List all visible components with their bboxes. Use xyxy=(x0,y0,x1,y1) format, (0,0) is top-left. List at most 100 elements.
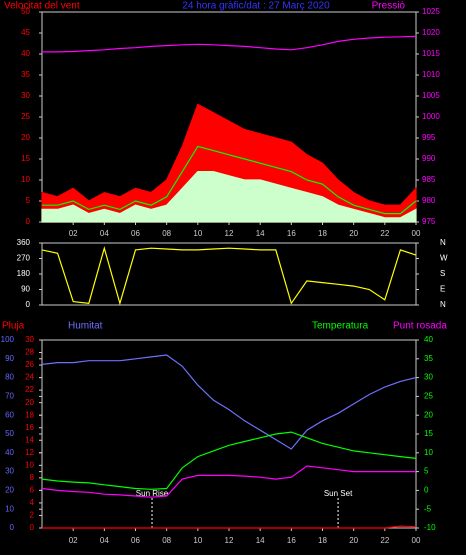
y-tick-label: 40 xyxy=(5,448,14,457)
series-line xyxy=(42,525,417,529)
y3-tick-label: 26 xyxy=(25,360,34,369)
series-line xyxy=(42,145,417,215)
x-tick-label: 16 xyxy=(287,536,296,545)
x-tick-label: 06 xyxy=(131,536,140,545)
y-tick-label: 90 xyxy=(21,285,30,294)
y-tick-label: 50 xyxy=(5,429,14,438)
y-tick-label: 70 xyxy=(5,392,14,401)
y2-tick-label: 980 xyxy=(422,196,436,205)
y3-tick-label: 6 xyxy=(30,486,35,495)
y-tick-label: 45 xyxy=(21,28,30,37)
y3-tick-label: 24 xyxy=(25,373,34,382)
y-tick-label: 0 xyxy=(26,300,31,309)
series-line xyxy=(42,35,417,53)
y-tick-label: 30 xyxy=(21,91,30,100)
x-tick-label: 08 xyxy=(162,536,171,545)
y-tick-label: 270 xyxy=(17,254,31,263)
series-name: Pluja xyxy=(2,321,25,332)
pressure-label: Pressió xyxy=(372,1,406,12)
y2-tick-label: 990 xyxy=(422,154,436,163)
x-tick-label: 02 xyxy=(69,536,78,545)
y3-tick-label: 12 xyxy=(25,448,34,457)
wind-label: Velocitat del vent xyxy=(4,1,80,12)
y2-tick-label: -10 xyxy=(424,523,436,532)
y3-tick-label: 16 xyxy=(25,423,34,432)
series-line xyxy=(41,245,417,306)
x-tick-label: 04 xyxy=(100,229,109,238)
series-name: Temperatura xyxy=(312,321,369,332)
y3-tick-label: 8 xyxy=(30,473,35,482)
series-name: Humitat xyxy=(68,321,103,332)
y2-tick-label: 10 xyxy=(424,448,433,457)
x-tick-label: 10 xyxy=(193,229,202,238)
y2-tick-label: 1000 xyxy=(422,112,440,121)
y-tick-label: 10 xyxy=(21,175,30,184)
y2-tick-label: 1020 xyxy=(422,28,440,37)
x-tick-label: 12 xyxy=(225,229,234,238)
x-tick-label: 00 xyxy=(412,536,421,545)
y2-tick-label: 995 xyxy=(422,133,436,142)
series-name: Punt rosada xyxy=(393,321,447,332)
y3-tick-label: 22 xyxy=(25,385,34,394)
y2-tick-label: E xyxy=(440,285,445,294)
series-area xyxy=(41,103,417,223)
y-tick-label: 40 xyxy=(21,49,30,58)
annotation: Sun Set xyxy=(324,489,353,498)
x-tick-label: 08 xyxy=(162,229,171,238)
x-tick-label: 00 xyxy=(412,229,421,238)
y2-tick-label: 40 xyxy=(424,335,433,344)
y-tick-label: 60 xyxy=(5,410,14,419)
y-tick-label: 50 xyxy=(21,7,30,16)
x-tick-label: 04 xyxy=(100,536,109,545)
y3-tick-label: 4 xyxy=(30,498,35,507)
y3-tick-label: 28 xyxy=(25,348,34,357)
plot-frame xyxy=(41,242,417,306)
series-line xyxy=(41,354,417,450)
x-tick-label: 02 xyxy=(69,229,78,238)
y-tick-label: 25 xyxy=(21,112,30,121)
x-tick-label: 06 xyxy=(131,229,140,238)
y2-tick-label: 1010 xyxy=(422,70,440,79)
y2-tick-label: N xyxy=(440,238,446,247)
y3-tick-label: 14 xyxy=(25,435,34,444)
y2-tick-label: 0 xyxy=(424,486,429,495)
y-tick-label: 10 xyxy=(5,504,14,513)
y2-tick-label: 1005 xyxy=(422,91,440,100)
y2-tick-label: W xyxy=(440,254,448,263)
x-tick-label: 22 xyxy=(380,229,389,238)
y-tick-label: 35 xyxy=(21,70,30,79)
y3-tick-label: 18 xyxy=(25,410,34,419)
y-tick-label: 5 xyxy=(26,196,31,205)
y2-tick-label: 25 xyxy=(424,392,433,401)
x-tick-label: 20 xyxy=(349,229,358,238)
series-area xyxy=(41,171,417,223)
y2-tick-label: 35 xyxy=(424,354,433,363)
plot-frame xyxy=(41,339,417,529)
y2-tick-label: 1025 xyxy=(422,7,440,16)
y-tick-label: 20 xyxy=(21,133,30,142)
x-tick-label: 16 xyxy=(287,229,296,238)
y2-tick-label: 985 xyxy=(422,175,436,184)
y-tick-label: 90 xyxy=(5,354,14,363)
x-tick-label: 14 xyxy=(256,536,265,545)
x-tick-label: 12 xyxy=(225,536,234,545)
y-tick-label: 30 xyxy=(5,467,14,476)
y2-tick-label: 1015 xyxy=(422,49,440,58)
series-line xyxy=(41,465,416,498)
y2-tick-label: 30 xyxy=(424,373,433,382)
y3-tick-label: 20 xyxy=(25,398,34,407)
y-tick-label: 80 xyxy=(5,373,14,382)
y2-tick-label: S xyxy=(440,269,445,278)
y2-tick-label: 20 xyxy=(424,410,433,419)
y2-tick-label: 975 xyxy=(422,217,436,226)
y3-tick-label: 10 xyxy=(25,460,34,469)
x-tick-label: 18 xyxy=(318,229,327,238)
y3-tick-label: 30 xyxy=(25,335,34,344)
y2-tick-label: -5 xyxy=(424,504,432,513)
chart-title: 24 hora gràfic/dat : 27 Març 2020 xyxy=(182,1,330,12)
x-tick-label: 18 xyxy=(318,536,327,545)
y2-tick-label: N xyxy=(440,300,446,309)
y-tick-label: 360 xyxy=(17,238,31,247)
y-tick-label: 20 xyxy=(5,486,14,495)
